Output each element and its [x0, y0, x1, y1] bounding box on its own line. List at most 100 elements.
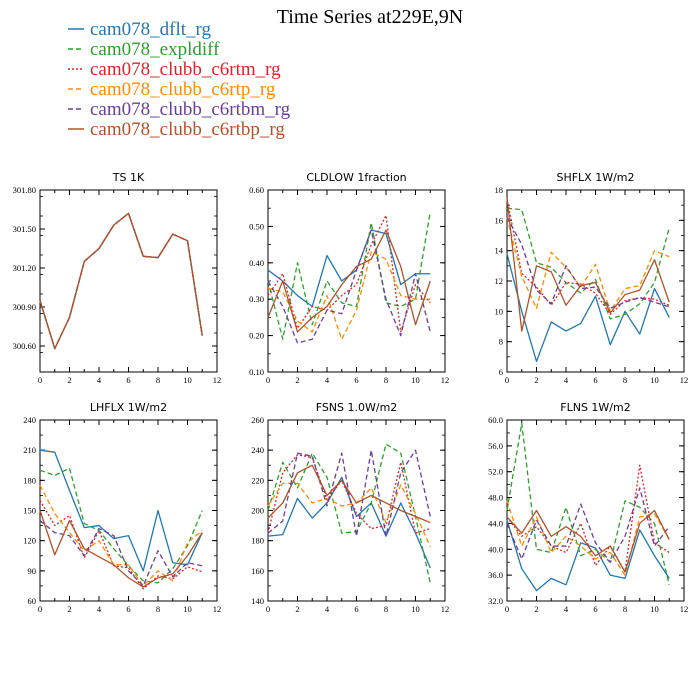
x-tick-label: 0 — [38, 604, 42, 614]
figure-title: Time Series at229E,9N — [277, 6, 463, 28]
y-tick-label: 210 — [23, 445, 36, 455]
x-tick-label: 0 — [38, 375, 42, 385]
y-tick-label: 140 — [251, 596, 264, 606]
series-line — [39, 485, 203, 587]
series-line — [506, 197, 670, 332]
x-tick-label: 12 — [680, 604, 689, 614]
y-tick-label: 90 — [28, 566, 37, 576]
series-line — [39, 467, 203, 584]
y-tick-label: 150 — [23, 506, 36, 516]
y-tick-label: 0.20 — [249, 331, 264, 341]
x-tick-label: 10 — [183, 604, 192, 614]
panel-title: CLDLOW 1fraction — [306, 171, 406, 184]
y-tick-label: 301.80 — [13, 185, 36, 195]
series-line — [267, 214, 431, 333]
y-tick-label: 0.60 — [249, 185, 264, 195]
series-line — [39, 212, 203, 350]
x-tick-label: 4 — [97, 604, 102, 614]
y-tick-label: 56.0 — [488, 441, 503, 451]
chart-panel: FSNS 1.0W/m2 0 2 4 6 8 10 12 140 160 180 200 220 240 2… — [251, 401, 449, 614]
x-tick-label: 2 — [67, 604, 71, 614]
legend-label: cam078_expldiff — [90, 39, 220, 60]
series-line — [267, 464, 431, 524]
legend-entry: cam078_clubb_c6rtm_rg — [68, 59, 281, 80]
series-line — [506, 464, 670, 573]
x-tick-label: 12 — [441, 604, 450, 614]
x-tick-label: 10 — [650, 604, 659, 614]
x-tick-label: 12 — [213, 604, 222, 614]
panel-title: FSNS 1.0W/m2 — [316, 401, 398, 414]
y-tick-label: 0.40 — [249, 258, 264, 268]
x-tick-label: 8 — [384, 375, 388, 385]
series-line — [506, 500, 670, 576]
series-line — [506, 216, 670, 309]
y-tick-label: 18 — [495, 185, 504, 195]
legend: cam078_dflt_rgcam078_expldiffcam078_club… — [68, 19, 291, 140]
legend-label: cam078_clubb_c6rtbm_rg — [90, 99, 291, 120]
x-tick-label: 8 — [623, 375, 627, 385]
plot-frame — [267, 419, 446, 602]
chart-panel: CLDLOW 1fraction 0 2 4 6 8 10 12 0.10 0.20 0.30 0.4… — [249, 171, 449, 385]
series-line — [267, 229, 431, 308]
y-tick-label: 180 — [251, 536, 264, 546]
y-tick-label: 300.90 — [13, 302, 36, 312]
x-tick-label: 6 — [126, 604, 130, 614]
y-tick-label: 8 — [499, 337, 503, 347]
x-tick-label: 2 — [534, 375, 538, 385]
series-line — [267, 229, 431, 333]
legend-label: cam078_dflt_rg — [90, 19, 212, 40]
y-tick-label: 240 — [251, 445, 264, 455]
x-tick-label: 0 — [266, 375, 270, 385]
x-tick-label: 2 — [295, 604, 299, 614]
x-tick-label: 10 — [411, 604, 420, 614]
series-line — [267, 476, 431, 569]
y-tick-label: 32.0 — [488, 596, 503, 606]
series-line — [267, 211, 431, 340]
series-line — [267, 449, 431, 537]
y-tick-label: 44.0 — [488, 518, 503, 528]
x-tick-label: 4 — [97, 375, 102, 385]
x-tick-label: 6 — [593, 375, 597, 385]
series-line — [39, 500, 203, 590]
y-tick-label: 52.0 — [488, 467, 503, 477]
x-tick-label: 6 — [354, 375, 358, 385]
chart-panel: LHFLX 1W/m2 0 2 4 6 8 10 12 60 90 120 150 180 210 240 — [23, 401, 221, 614]
y-tick-label: 10 — [495, 306, 504, 316]
x-tick-label: 12 — [680, 375, 689, 385]
panels: TS 1K 0 2 4 6 8 10 12 300.60 300.90 301.20 301.50 30… — [13, 171, 689, 614]
series-line — [506, 253, 670, 363]
x-tick-label: 2 — [534, 604, 538, 614]
x-tick-label: 10 — [650, 375, 659, 385]
y-tick-label: 40.0 — [488, 544, 503, 554]
y-tick-label: 0.50 — [249, 221, 264, 231]
y-tick-label: 16 — [495, 215, 504, 225]
series-line — [506, 509, 670, 573]
x-tick-label: 8 — [156, 375, 160, 385]
y-tick-label: 200 — [251, 506, 264, 516]
legend-entry: cam078_expldiff — [68, 39, 220, 60]
series-line — [506, 198, 670, 316]
x-tick-label: 4 — [564, 604, 569, 614]
y-tick-label: 301.20 — [13, 263, 36, 273]
x-tick-label: 4 — [325, 604, 330, 614]
y-tick-label: 301.50 — [13, 224, 36, 234]
x-tick-label: 6 — [593, 604, 597, 614]
y-tick-label: 60 — [28, 596, 37, 606]
plot-frame — [506, 419, 685, 602]
panel-title: SHFLX 1W/m2 — [556, 171, 634, 184]
legend-label: cam078_clubb_c6rtm_rg — [90, 59, 281, 80]
legend-entry: cam078_clubb_c6rtbp_rg — [68, 119, 285, 140]
series-line — [267, 482, 431, 547]
series-line — [267, 251, 431, 340]
x-tick-label: 0 — [266, 604, 270, 614]
series-line — [506, 422, 670, 585]
y-tick-label: 260 — [251, 415, 264, 425]
y-tick-label: 0.10 — [249, 367, 264, 377]
y-tick-label: 6 — [499, 367, 503, 377]
x-tick-label: 8 — [623, 604, 627, 614]
x-tick-label: 12 — [213, 375, 222, 385]
x-tick-label: 2 — [67, 375, 71, 385]
legend-entry: cam078_clubb_c6rtbm_rg — [68, 99, 291, 120]
chart-panel: SHFLX 1W/m2 0 2 4 6 8 10 12 6 8 10 12 14 16 18 — [495, 171, 689, 385]
series-line — [267, 443, 431, 584]
